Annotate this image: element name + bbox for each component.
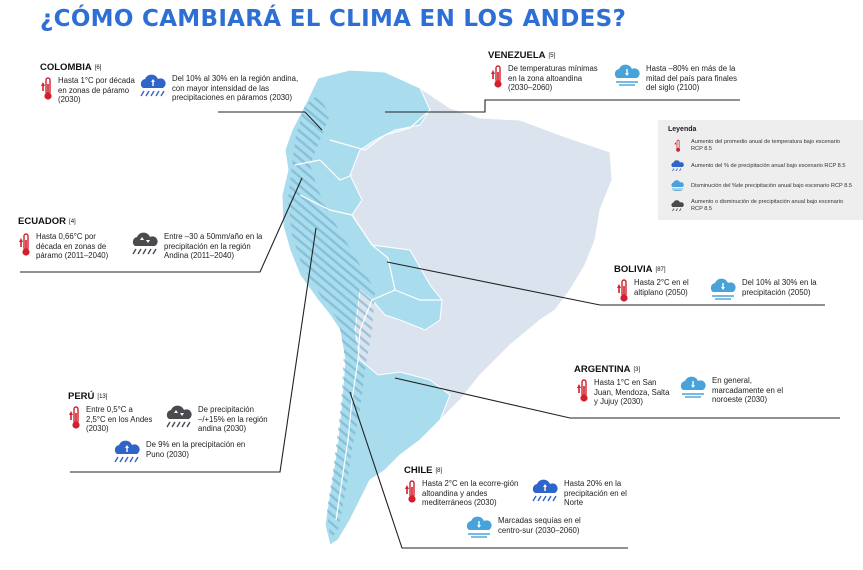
country-label-bolivia: BOLIVIA [87] (614, 264, 666, 275)
chile-precipitation: Hasta 20% en la precipitación en el Nort… (528, 479, 634, 508)
venezuela-precipitation-text: Hasta –80% en más de la mitad del país p… (646, 64, 738, 93)
reference: [3] (633, 367, 641, 373)
legend-text: Aumento o disminución de precipitación a… (691, 199, 844, 212)
rain-change-icon (671, 200, 684, 212)
reference: [87] (655, 267, 666, 273)
venezuela-temperature-text: De temperaturas mínimas en la zona altoa… (508, 64, 598, 93)
country-label-ecuador: ECUADOR [4] (18, 216, 76, 227)
colombia-temperature-text: Hasta 1°C por década en zonas de páramo … (58, 76, 135, 105)
reference: [6] (94, 65, 102, 71)
colombia-temperature: Hasta 1°C por década en zonas de páramo … (38, 76, 138, 105)
bolivia-temperature: Hasta 2°C en el altiplano (2050) (614, 278, 702, 304)
legend: Leyenda Aumento del promedio anual de te… (658, 120, 863, 220)
reference: [5] (548, 53, 556, 59)
legend-item: Aumento o disminución de precipitación a… (668, 196, 853, 216)
country-name: CHILE (404, 465, 433, 476)
venezuela-precipitation: Hasta –80% en más de la mitad del país p… (610, 64, 738, 93)
thermometer-icon (491, 65, 502, 88)
rain-decrease-icon (614, 64, 640, 86)
country-name: ECUADOR (18, 216, 67, 227)
reference: [4] (69, 219, 76, 225)
ecuador-precipitation-text: Entre –30 a 50mm/año en la precipitación… (164, 232, 263, 261)
rain-change-icon (166, 405, 192, 428)
thermometer-icon (577, 379, 588, 402)
peru-precipitation-puno-text: De 9% en la precipitación en Puno (2030) (146, 440, 246, 459)
country-label-argentina: ARGENTINA [3] (574, 364, 640, 375)
rain-increase-icon (140, 74, 166, 97)
colombia-precipitation-text: Del 10% al 30% en la región andina, con … (172, 74, 299, 103)
legend-text: Aumento del % de precipitación anual baj… (691, 162, 846, 169)
ecuador-temperature-text: Hasta 0,66°C por década en zonas de pára… (36, 232, 109, 261)
peru-precipitation-text: De precipitación –/+15% en la región and… (198, 405, 268, 434)
peru-temperature: Entre 0,5°C a 2,5°C en los Andes (2030) (66, 405, 154, 434)
rain-decrease-icon (710, 278, 736, 300)
country-label-peru: PERÚ [13] (68, 391, 107, 402)
ecuador-temperature: Hasta 0,66°C por década en zonas de pára… (16, 232, 122, 261)
argentina-temperature-text: Hasta 1°C en San Juan, Mendoza, Salta y … (594, 378, 670, 407)
legend-title: Leyenda (668, 126, 697, 133)
country-label-chile: CHILE [8] (404, 465, 442, 476)
rain-decrease-icon (466, 516, 492, 538)
bolivia-temperature-text: Hasta 2°C en el altiplano (2050) (634, 278, 689, 297)
chile-temperature: Hasta 2°C en la ecorre-gión altoandina y… (402, 479, 524, 508)
argentina-precipitation: En general, marcadamente en el noroeste … (676, 376, 792, 405)
venezuela-temperature: De temperaturas mínimas en la zona altoa… (488, 64, 598, 93)
peru-temperature-text: Entre 0,5°C a 2,5°C en los Andes (2030) (86, 405, 153, 434)
page-title: ¿CÓMO CAMBIARÁ EL CLIMA EN LOS ANDES? (40, 6, 627, 32)
argentina-precipitation-text: En general, marcadamente en el noroeste … (712, 376, 784, 405)
rain-increase-icon (671, 160, 684, 172)
country-name: PERÚ (68, 391, 95, 402)
thermometer-icon (617, 279, 628, 302)
country-name: BOLIVIA (614, 264, 653, 275)
country-name: VENEZUELA (488, 50, 546, 61)
chile-drought-text: Marcadas sequías en el centro-sur (2030–… (498, 516, 581, 535)
ecuador-precipitation: Entre –30 a 50mm/año en la precipitación… (128, 232, 268, 261)
thermometer-icon (19, 233, 30, 256)
rain-increase-icon (532, 479, 558, 502)
rain-increase-icon (114, 440, 140, 463)
chile-precipitation-text: Hasta 20% en la precipitación en el Nort… (564, 479, 627, 508)
reference: [13] (97, 394, 108, 400)
country-borders (294, 109, 442, 521)
peru-precipitation-puno: De 9% en la precipitación en Puno (2030) (110, 440, 256, 464)
bolivia-precipitation-text: Del 10% al 30% en la precipitación (2050… (742, 278, 817, 297)
thermometer-icon (405, 480, 416, 503)
legend-item: Aumento del promedio anual de temperatur… (668, 136, 853, 156)
legend-item: Aumento del % de precipitación anual baj… (668, 156, 853, 176)
rain-decrease-icon (680, 376, 706, 398)
thermometer-icon (674, 139, 681, 152)
country-label-venezuela: VENEZUELA [5] (488, 50, 555, 61)
thermometer-icon (69, 406, 80, 429)
argentina-temperature: Hasta 1°C en San Juan, Mendoza, Salta y … (574, 378, 672, 407)
country-name: COLOMBIA (40, 62, 92, 73)
andes-range-hatch (288, 95, 375, 540)
andean-region-shape (281, 69, 451, 546)
bolivia-precipitation: Del 10% al 30% en la precipitación (2050… (706, 278, 824, 302)
chile-temperature-text: Hasta 2°C en la ecorre-gión altoandina y… (422, 479, 519, 508)
leader-lines (20, 99, 840, 549)
rain-change-icon (132, 232, 158, 255)
legend-text: Disminución del %de precipitación anual … (691, 182, 852, 189)
country-label-colombia: COLOMBIA [6] (40, 62, 101, 73)
legend-item: Disminución del %de precipitación anual … (668, 176, 853, 196)
colombia-precipitation: Del 10% al 30% en la región andina, con … (136, 74, 311, 103)
peru-precipitation: De precipitación –/+15% en la región and… (162, 405, 280, 434)
legend-text: Aumento del promedio anual de temperatur… (691, 139, 840, 152)
country-name: ARGENTINA (574, 364, 631, 375)
chile-drought: Marcadas sequías en el centro-sur (2030–… (462, 516, 602, 540)
thermometer-icon (41, 77, 52, 100)
reference: [8] (435, 468, 443, 474)
rain-decrease-icon (671, 180, 684, 191)
